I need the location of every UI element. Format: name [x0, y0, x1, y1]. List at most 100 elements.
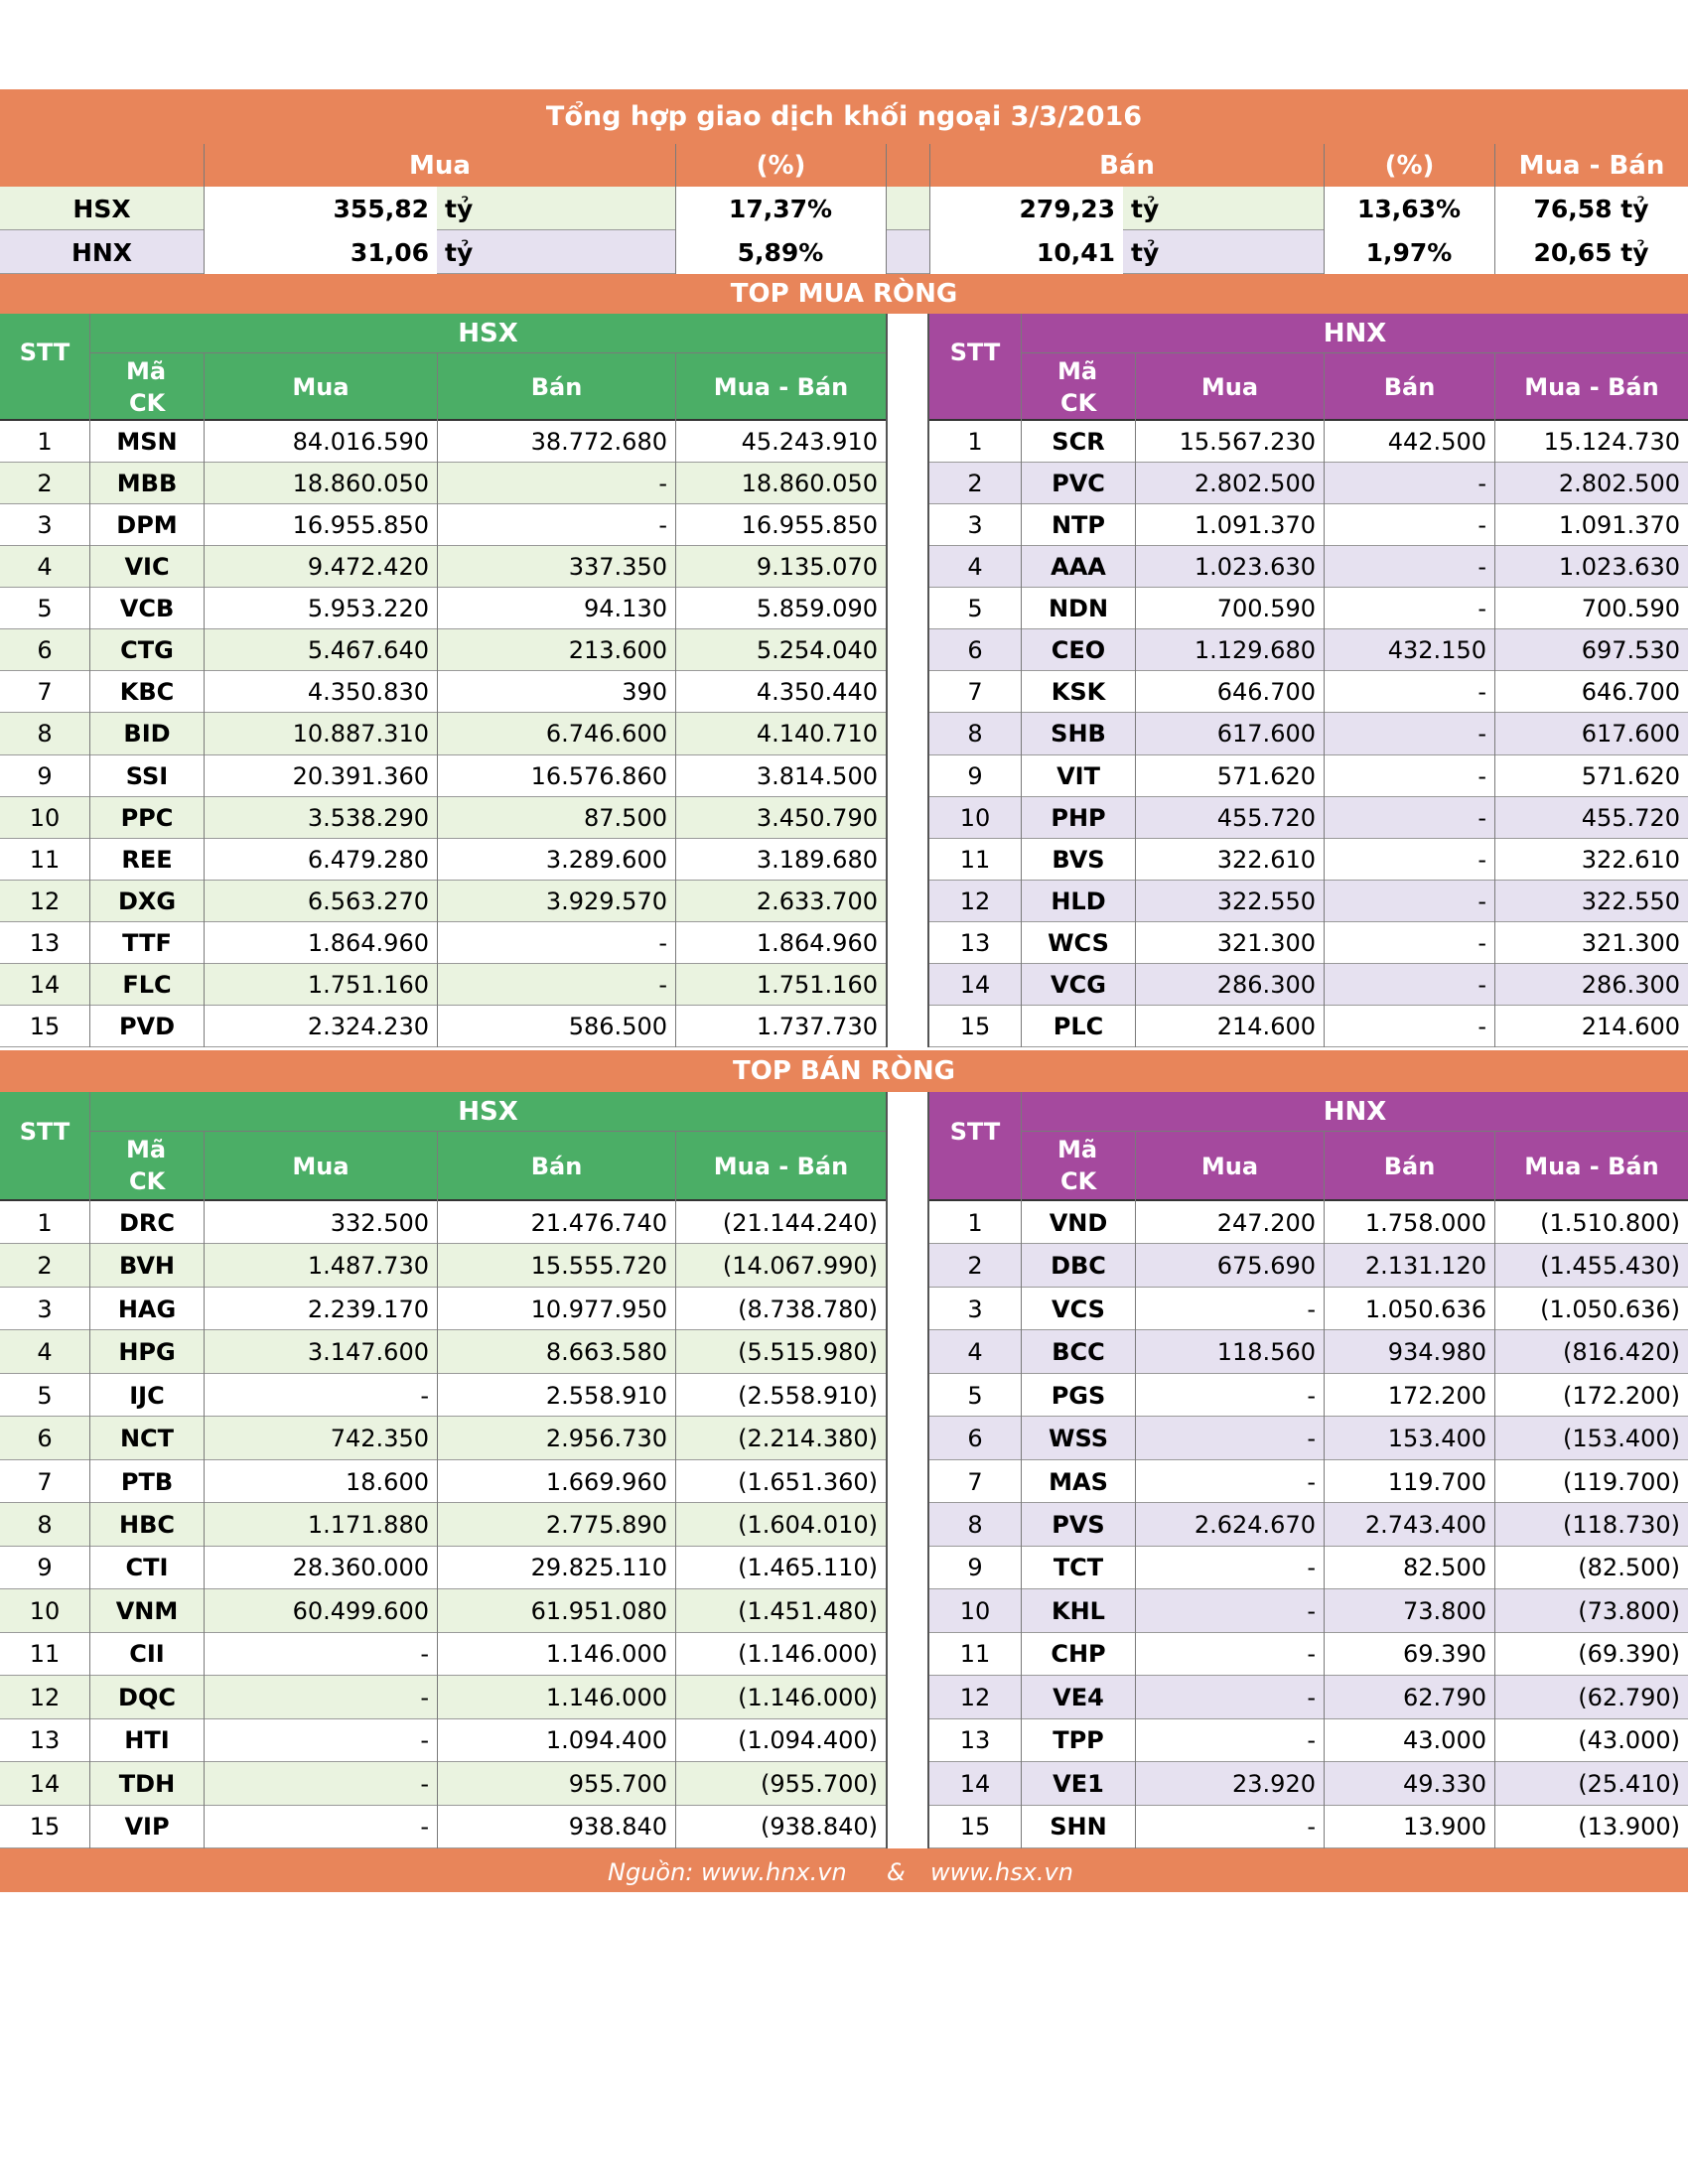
hsx-stt-header: STT	[19, 339, 70, 366]
row-ban: 442.500	[1324, 421, 1494, 464]
row-ban: 94.130	[437, 588, 675, 630]
row-mua: 23.920	[1135, 1762, 1324, 1806]
row-ban: 82.500	[1324, 1546, 1494, 1590]
row-net: (43.000)	[1494, 1718, 1688, 1763]
summary-header	[0, 144, 1688, 187]
row-stt: 9	[967, 761, 983, 790]
row-mua: 675.690	[1135, 1244, 1324, 1288]
section-title: TOP BÁN RÒNG	[733, 1056, 955, 1086]
row-net: 697.530	[1494, 629, 1688, 672]
row-stt: 12	[959, 1683, 991, 1711]
table-row	[0, 796, 886, 839]
table-row	[929, 754, 1688, 797]
row-ban: -	[437, 921, 675, 964]
row-code: VIT	[1021, 754, 1135, 797]
row-net: 3.450.790	[675, 796, 886, 839]
summary-header-net: Mua - Bán	[1494, 144, 1688, 187]
hsx-ban-header: Bán	[437, 353, 675, 421]
row-ban: 586.500	[437, 1005, 675, 1047]
source-amp: &	[887, 1858, 906, 1886]
table-row	[0, 504, 886, 547]
row-ban: 1.050.636	[1324, 1287, 1494, 1331]
row-code: CTG	[89, 629, 204, 672]
row-code: BVS	[1021, 838, 1135, 881]
row-net: 45.243.910	[675, 421, 886, 464]
row-mua: -	[204, 1373, 437, 1418]
row-stt: 10	[29, 803, 61, 832]
row-stt: 6	[37, 1425, 53, 1453]
table-row	[929, 671, 1688, 714]
hnx-mua-header: Mua	[1135, 353, 1324, 421]
row-net: (2.214.380)	[675, 1417, 886, 1460]
row-code: SCR	[1021, 421, 1135, 464]
row-mua: 5.953.220	[204, 588, 437, 630]
row-net: (2.558.910)	[675, 1373, 886, 1418]
table-row	[0, 1005, 886, 1047]
row-stt: 12	[29, 887, 61, 915]
row-ban: 21.476.740	[437, 1201, 675, 1245]
summary-net-value: 76,58 tỷ	[1533, 194, 1649, 223]
row-net: (21.144.240)	[675, 1201, 886, 1245]
row-net: 3.189.680	[675, 838, 886, 881]
hnx-stt-header: STT	[949, 339, 1001, 366]
row-mua: -	[204, 1676, 437, 1719]
row-mua: 1.091.370	[1135, 504, 1324, 547]
table-row	[0, 1201, 886, 1245]
row-net: (938.840)	[675, 1805, 886, 1848]
table-row	[0, 880, 886, 922]
row-code: PPC	[89, 796, 204, 839]
row-stt: 4	[967, 553, 983, 582]
summary-mua-value: 355,82	[333, 194, 429, 223]
table-row	[0, 1417, 886, 1460]
hsx-table-header	[0, 1092, 886, 1201]
row-code: DXG	[89, 880, 204, 922]
hsx-net-header: Mua - Bán	[675, 353, 886, 421]
row-stt: 8	[967, 1510, 983, 1539]
summary-ban-pct: 1,97%	[1365, 237, 1453, 267]
hnx-net-header: Mua - Bán	[1494, 353, 1688, 421]
row-net: 3.814.500	[675, 754, 886, 797]
row-net: (1.651.360)	[675, 1459, 886, 1504]
row-net: (1.146.000)	[675, 1676, 886, 1719]
row-mua: 5.467.640	[204, 629, 437, 672]
row-stt: 15	[29, 1813, 61, 1842]
row-stt: 1	[967, 1208, 983, 1237]
row-code: PLC	[1021, 1005, 1135, 1047]
row-mua: 118.560	[1135, 1330, 1324, 1374]
row-stt: 1	[37, 1208, 53, 1237]
summary-mua-value: 31,06	[350, 237, 429, 267]
row-mua: 2.239.170	[204, 1287, 437, 1331]
row-net: 455.720	[1494, 796, 1688, 839]
row-net: (8.738.780)	[675, 1287, 886, 1331]
row-mua: 84.016.590	[204, 421, 437, 464]
row-stt: 12	[29, 1683, 61, 1711]
row-ban: 119.700	[1324, 1459, 1494, 1504]
row-ban: -	[1324, 671, 1494, 714]
row-stt: 5	[967, 595, 983, 623]
row-code: REE	[89, 838, 204, 881]
row-ban: 43.000	[1324, 1718, 1494, 1763]
row-ban: 955.700	[437, 1762, 675, 1806]
row-ban: 1.758.000	[1324, 1201, 1494, 1245]
row-code: HPG	[89, 1330, 204, 1374]
row-mua: 214.600	[1135, 1005, 1324, 1047]
row-code: PVD	[89, 1005, 204, 1047]
row-ban: 15.555.720	[437, 1244, 675, 1288]
row-net: (1.451.480)	[675, 1589, 886, 1633]
summary-ban-pct: 13,63%	[1356, 194, 1462, 223]
table-row	[0, 1503, 886, 1547]
row-ban: 1.669.960	[437, 1459, 675, 1504]
row-ban: 61.951.080	[437, 1589, 675, 1633]
row-code: VIP	[89, 1805, 204, 1848]
table-row	[0, 1459, 886, 1504]
row-net: (82.500)	[1494, 1546, 1688, 1590]
row-mua: 742.350	[204, 1417, 437, 1460]
section-title: TOP MUA RÒNG	[730, 279, 958, 309]
row-mua: 28.360.000	[204, 1546, 437, 1590]
row-ban: -	[1324, 588, 1494, 630]
row-net: 5.254.040	[675, 629, 886, 672]
row-code: WSS	[1021, 1417, 1135, 1460]
table-row	[0, 421, 886, 464]
row-mua: 6.563.270	[204, 880, 437, 922]
row-net: 571.620	[1494, 754, 1688, 797]
